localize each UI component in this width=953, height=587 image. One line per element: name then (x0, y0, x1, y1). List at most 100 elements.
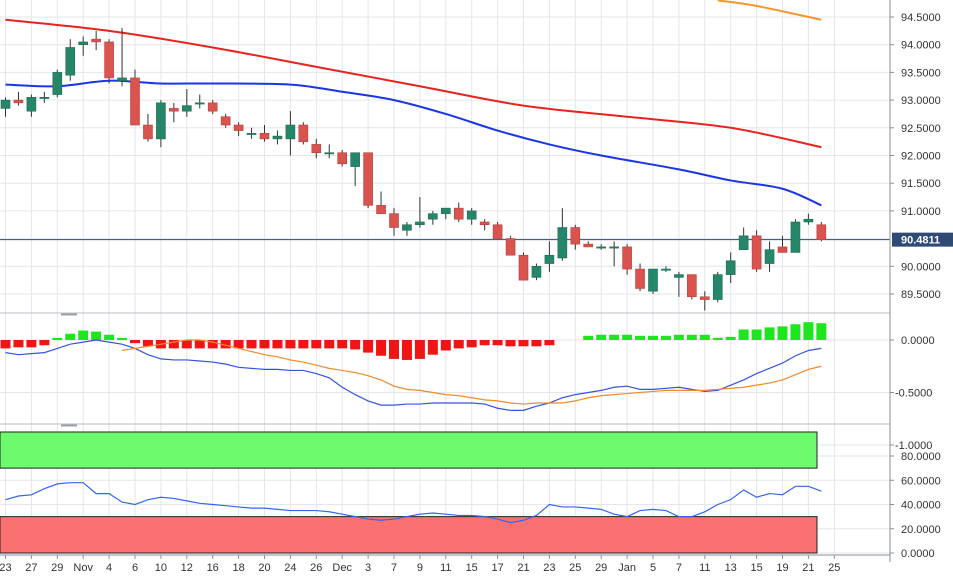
candle-bullish (648, 268, 658, 292)
date-axis-label: 20 (258, 562, 270, 574)
pane-resize-handle (61, 424, 77, 427)
macd-line (5, 339, 822, 411)
macd-histogram-bar (712, 337, 723, 340)
rsi-axis-label: 0.0000 (901, 548, 935, 560)
macd-histogram-bar (673, 334, 684, 340)
date-axis-label: 13 (725, 562, 737, 574)
macd-histogram-bar (181, 340, 192, 349)
candle-bearish (220, 116, 231, 126)
rsi-axis-label: 80.0000 (901, 451, 941, 463)
candle-bearish (233, 124, 244, 131)
rsi-axis-label: 40.0000 (901, 500, 941, 512)
macd-histogram-bar (52, 337, 63, 340)
date-axis-label: 3 (365, 562, 371, 574)
price-axis-label: 89.5000 (901, 289, 941, 301)
macd-histogram-bar (376, 340, 387, 356)
candle-bearish (298, 124, 309, 142)
macd-histogram-bar (26, 340, 37, 348)
candlesticks (0, 28, 827, 311)
macd-histogram-bar (337, 340, 348, 349)
macd-axis-label: -0.5000 (895, 388, 932, 400)
candle-bullish (712, 274, 723, 300)
rsi-panel (5, 482, 822, 524)
date-axis-label: 26 (310, 562, 322, 574)
candle-bearish (777, 246, 788, 253)
macd-histogram-bar (466, 340, 477, 348)
macd-histogram-bar (194, 340, 205, 349)
date-axis-label: 11 (440, 562, 451, 574)
current-price-value: 90.4811 (901, 235, 940, 247)
rsi-axis-label: 60.0000 (901, 475, 941, 487)
date-axis-label: 29 (595, 562, 607, 574)
date-axis-label: 7 (391, 562, 397, 574)
date-axis-label: 9 (417, 562, 423, 574)
candle-bullish (117, 77, 127, 82)
macd-histogram-bar (0, 340, 11, 349)
rsi-overbought-zone (0, 431, 818, 469)
date-axis-label: 21 (517, 562, 529, 574)
date-axis-label: Nov (73, 562, 93, 574)
price-axis-label: 94.5000 (901, 12, 941, 24)
candle-bullish (466, 210, 477, 220)
macd-histogram-bar (505, 340, 516, 347)
macd-histogram-bar (311, 340, 322, 349)
candle-bearish (518, 254, 529, 281)
candle-bearish (389, 213, 399, 228)
candle-bullish (285, 124, 296, 140)
candle-bearish (751, 235, 762, 270)
macd-histogram-bar (816, 323, 827, 340)
date-axis-label: 19 (776, 562, 788, 574)
macd-histogram-bar (117, 337, 128, 340)
sma-red-line (5, 18, 822, 149)
candle-bearish (816, 224, 827, 241)
macd-histogram-bar (609, 334, 620, 340)
candle-bullish (609, 246, 619, 249)
candle-bearish (479, 221, 490, 226)
candle-bearish (570, 227, 581, 245)
macd-histogram-bar (777, 326, 788, 340)
candle-bullish (324, 152, 335, 155)
macd-histogram-bar (544, 340, 555, 346)
candle-bullish (764, 249, 775, 264)
macd-histogram-bar (324, 340, 335, 349)
rsi-axis-label: 20.0000 (901, 524, 941, 536)
macd-histogram-bar (531, 340, 542, 347)
macd-histogram-bar (699, 334, 710, 340)
macd-panel (0, 322, 827, 411)
candle-bullish (39, 97, 50, 99)
candle-bearish (130, 77, 140, 126)
candle-bullish (272, 135, 283, 140)
macd-histogram-bar (401, 340, 412, 360)
candle-bullish (674, 274, 684, 278)
date-axis-label: 27 (25, 562, 37, 574)
macd-histogram-bar (453, 340, 464, 349)
date-axis-label: 23 (543, 562, 555, 574)
date-axis-label: 5 (650, 562, 656, 574)
rsi-line (5, 482, 822, 524)
macd-histogram-bar (285, 340, 296, 349)
candle-bullish (790, 221, 801, 253)
candle-bullish (78, 41, 88, 46)
price-axis-label: 94.0000 (901, 40, 941, 52)
candle-bullish (596, 246, 607, 249)
date-axis-label: 23 (0, 562, 12, 574)
macd-histogram-bar (272, 340, 283, 349)
date-axis-label: 15 (466, 562, 478, 574)
candle-bullish (26, 97, 37, 112)
price-axis-label: 90.0000 (901, 261, 941, 273)
date-axis-label: 16 (207, 562, 219, 574)
date-axis-label: 18 (232, 562, 244, 574)
macd-histogram-bar (427, 340, 438, 355)
candle-bullish (738, 235, 749, 250)
macd-histogram-bar (596, 334, 607, 340)
sma-blue-line (5, 79, 822, 207)
price-axis-label: 92.5000 (901, 123, 941, 135)
candle-bullish (440, 207, 451, 214)
macd-histogram-bar (648, 335, 658, 340)
macd-histogram-bar (440, 340, 451, 351)
date-axis-label: 25 (569, 562, 581, 574)
macd-histogram-bar (660, 335, 671, 340)
price-axis-label: 93.0000 (901, 95, 941, 107)
candle-bearish (363, 152, 373, 206)
macd-histogram-bar (635, 335, 646, 340)
